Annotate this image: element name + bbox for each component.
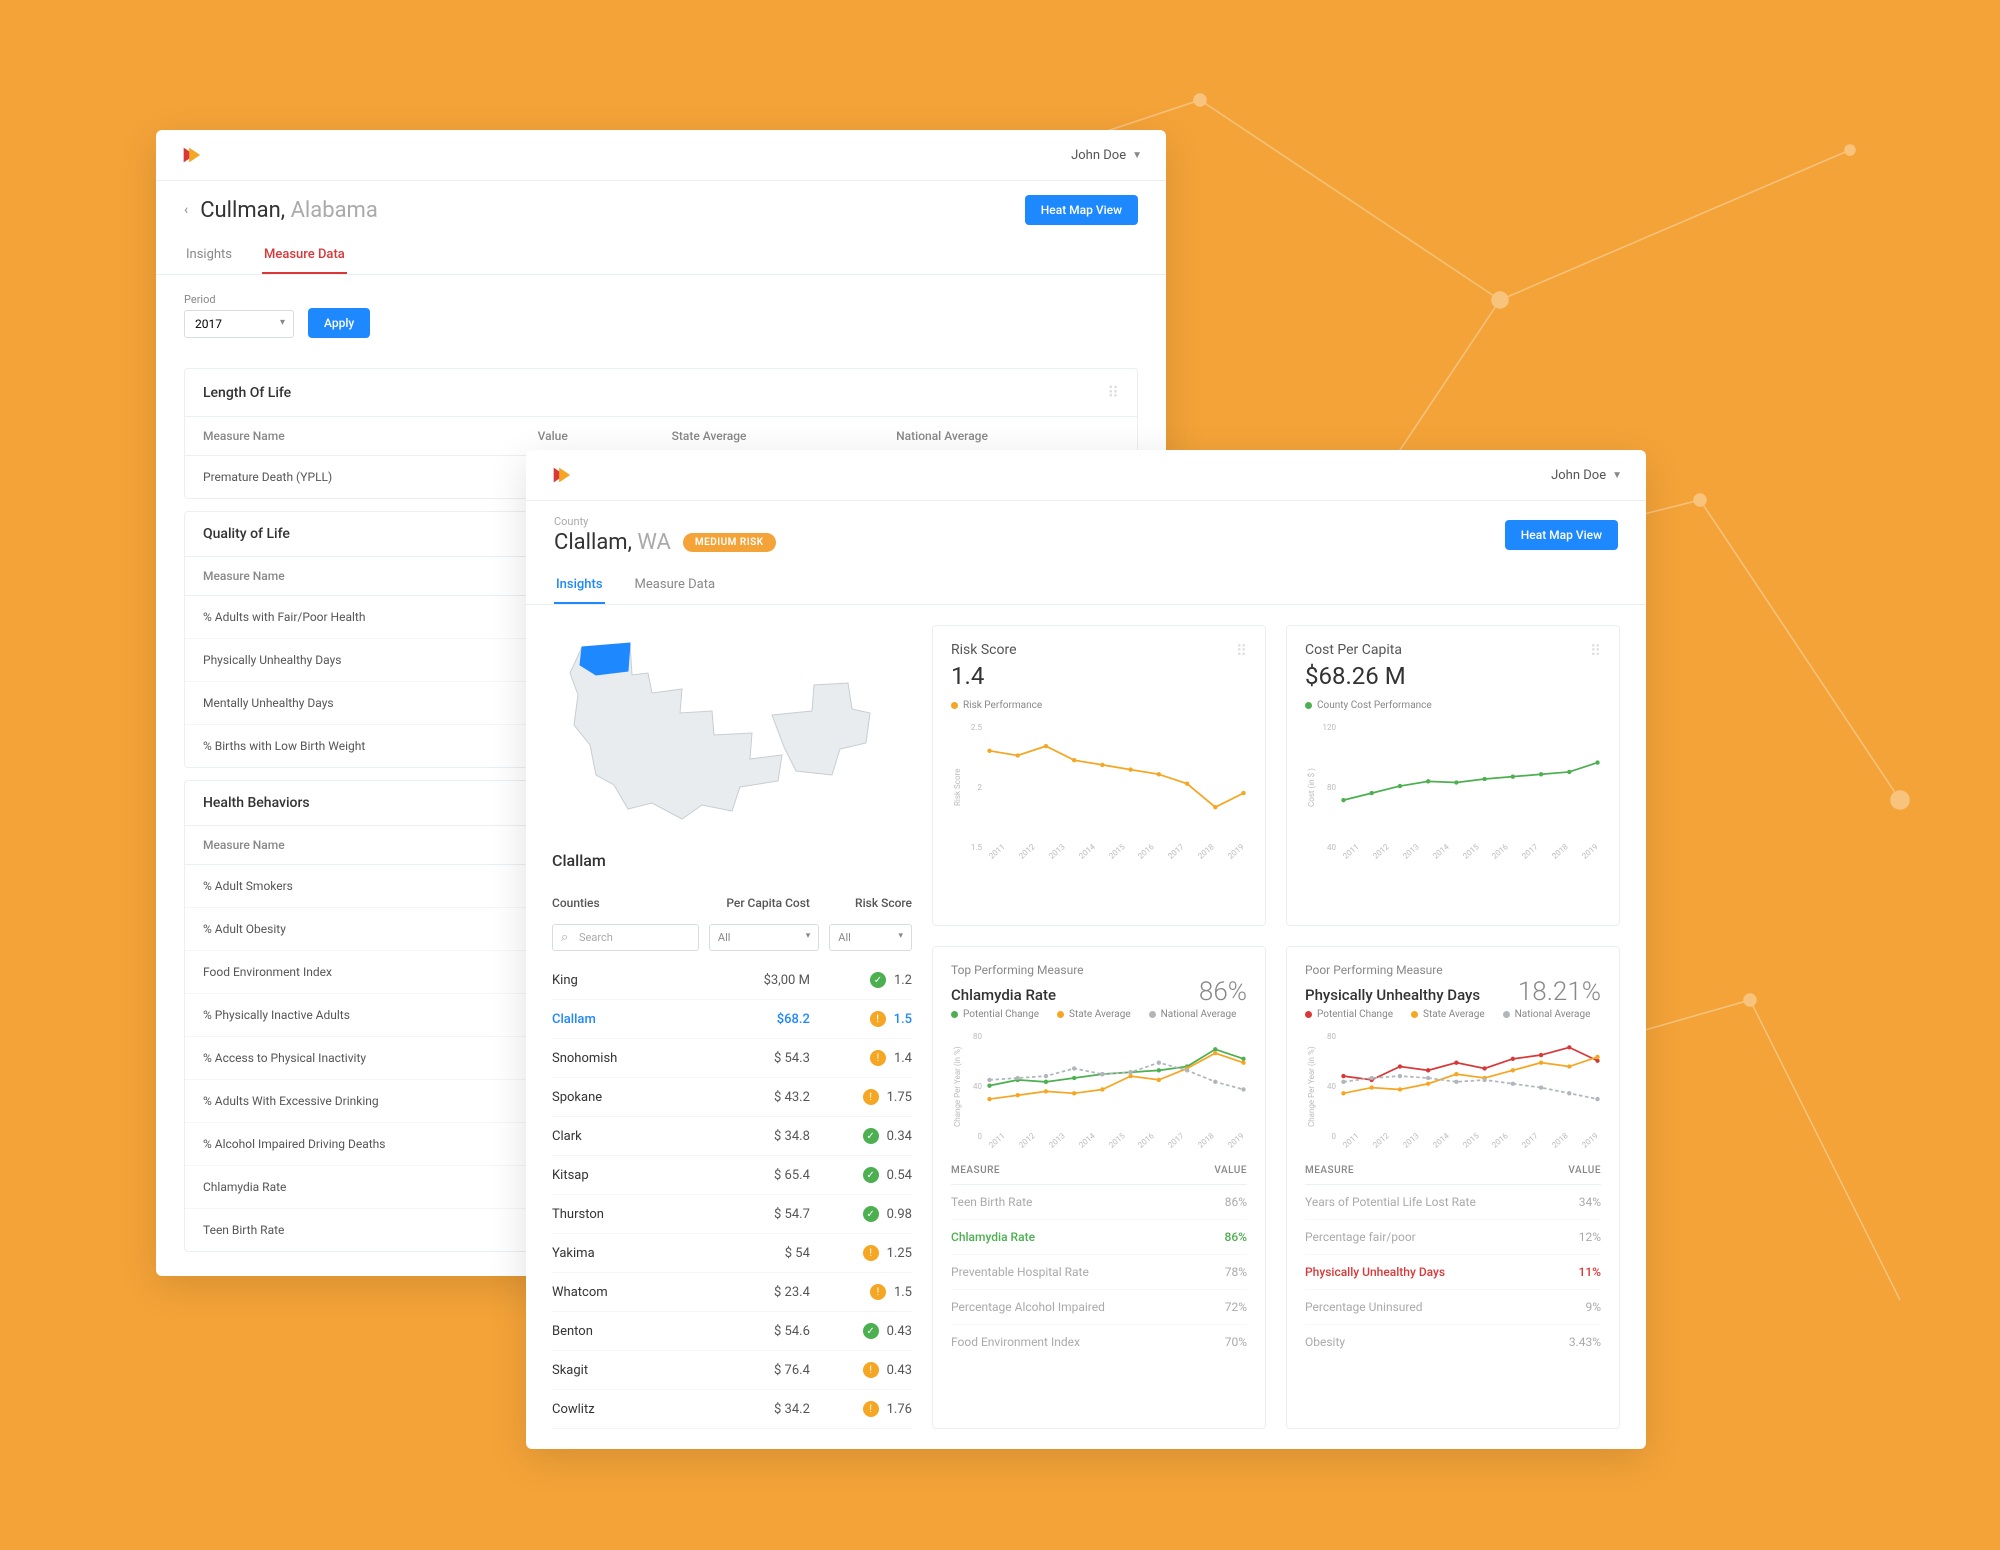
tab-insights[interactable]: Insights [184, 237, 234, 274]
risk-badge: MEDIUM RISK [683, 533, 776, 552]
county-row[interactable]: Clallam$68.2! 1.5 [552, 1000, 912, 1039]
counties-header: CountiesPer Capita CostRisk Score [552, 888, 912, 918]
chart-cost [1340, 719, 1601, 839]
window-insights: John Doe▼ County Clallam, WA MEDIUM RISK… [526, 450, 1646, 1449]
cost-value: $68.26 M [1305, 662, 1601, 690]
apply-button[interactable]: Apply [308, 308, 370, 338]
county-search-input[interactable]: Search [552, 924, 699, 951]
tab-measure-data[interactable]: Measure Data [262, 237, 347, 274]
tab-measure-data[interactable]: Measure Data [633, 567, 718, 604]
county-row[interactable]: Thurston$ 54.7✓ 0.98 [552, 1195, 912, 1234]
period-select[interactable]: 2017 [184, 310, 294, 338]
county-row[interactable]: Clark$ 34.8✓ 0.34 [552, 1117, 912, 1156]
county-row[interactable]: Benton$ 54.6✓ 0.43 [552, 1312, 912, 1351]
table-row: Percentage Alcohol Impaired72% [951, 1290, 1247, 1325]
table-row: Physically Unhealthy Days11% [1305, 1255, 1601, 1290]
chart-risk [986, 719, 1247, 839]
period-label: Period [184, 293, 294, 306]
county-row[interactable]: Spokane$ 43.2! 1.75 [552, 1078, 912, 1117]
logo [180, 144, 202, 166]
user-menu[interactable]: John Doe▼ [1071, 148, 1142, 163]
chevron-down-icon: ▼ [1612, 470, 1622, 481]
tabs: Insights Measure Data [156, 225, 1166, 275]
heatmap-view-button[interactable]: Heat Map View [1505, 520, 1618, 550]
county-row[interactable]: Cowlitz$ 34.2! 1.76 [552, 1390, 912, 1429]
county-row[interactable]: Kitsap$ 65.4✓ 0.54 [552, 1156, 912, 1195]
risk-score-value: 1.4 [951, 662, 1247, 690]
table-row: Percentage fair/poor12% [1305, 1220, 1601, 1255]
grip-icon: ⠿ [1590, 642, 1601, 660]
table-top-measures: MEASUREVALUETeen Birth Rate86%Chlamydia … [951, 1157, 1247, 1359]
cost-filter-select[interactable]: All [709, 924, 819, 951]
risk-filter-select[interactable]: All [829, 924, 912, 951]
us-map [552, 625, 912, 839]
grip-icon: ⠿ [1236, 642, 1247, 660]
table-row: Percentage Uninsured9% [1305, 1290, 1601, 1325]
table-row: Preventable Hospital Rate78% [951, 1255, 1247, 1290]
county-label: County [554, 515, 588, 528]
table-poor-measures: MEASUREVALUEYears of Potential Life Lost… [1305, 1157, 1601, 1359]
map-title: Clallam [552, 851, 912, 870]
table-row: Food Environment Index70% [951, 1325, 1247, 1360]
location-title: Cullman, Alabama [200, 198, 378, 223]
back-button[interactable]: ‹ [184, 202, 188, 218]
card-risk-score: Risk Score⠿ 1.4 Risk Performance Risk Sc… [932, 625, 1266, 926]
table-row: Years of Potential Life Lost Rate34% [1305, 1185, 1601, 1220]
chart-top [986, 1028, 1247, 1128]
chevron-down-icon: ▼ [1132, 150, 1142, 161]
user-menu[interactable]: John Doe▼ [1551, 468, 1622, 483]
logo [550, 464, 572, 486]
tab-insights[interactable]: Insights [554, 567, 605, 604]
county-row[interactable]: Yakima$ 54! 1.25 [552, 1234, 912, 1273]
chart-poor [1340, 1028, 1601, 1128]
county-row[interactable]: King$3,00 M✓ 1.2 [552, 961, 912, 1000]
table-row: Teen Birth Rate86% [951, 1185, 1247, 1220]
table-row: Chlamydia Rate86% [951, 1220, 1247, 1255]
heatmap-view-button[interactable]: Heat Map View [1025, 195, 1138, 225]
table-row: Obesity3.43% [1305, 1325, 1601, 1360]
topbar: John Doe▼ [156, 130, 1166, 181]
grip-icon: ⠿ [1107, 383, 1119, 402]
county-list: King$3,00 M✓ 1.2Clallam$68.2! 1.5Snohomi… [552, 961, 912, 1429]
card-cost-per-capita: Cost Per Capita⠿ $68.26 M County Cost Pe… [1286, 625, 1620, 926]
card-top-performing: Top Performing Measure Chlamydia Rate86%… [932, 946, 1266, 1429]
card-poor-performing: Poor Performing Measure Physically Unhea… [1286, 946, 1620, 1429]
county-row[interactable]: Skagit$ 76.4! 0.43 [552, 1351, 912, 1390]
county-row[interactable]: Snohomish$ 54.3! 1.4 [552, 1039, 912, 1078]
tabs: Insights Measure Data [526, 555, 1646, 605]
location-title: Clallam, WA [554, 530, 671, 555]
topbar: John Doe▼ [526, 450, 1646, 501]
county-row[interactable]: Whatcom$ 23.4! 1.5 [552, 1273, 912, 1312]
